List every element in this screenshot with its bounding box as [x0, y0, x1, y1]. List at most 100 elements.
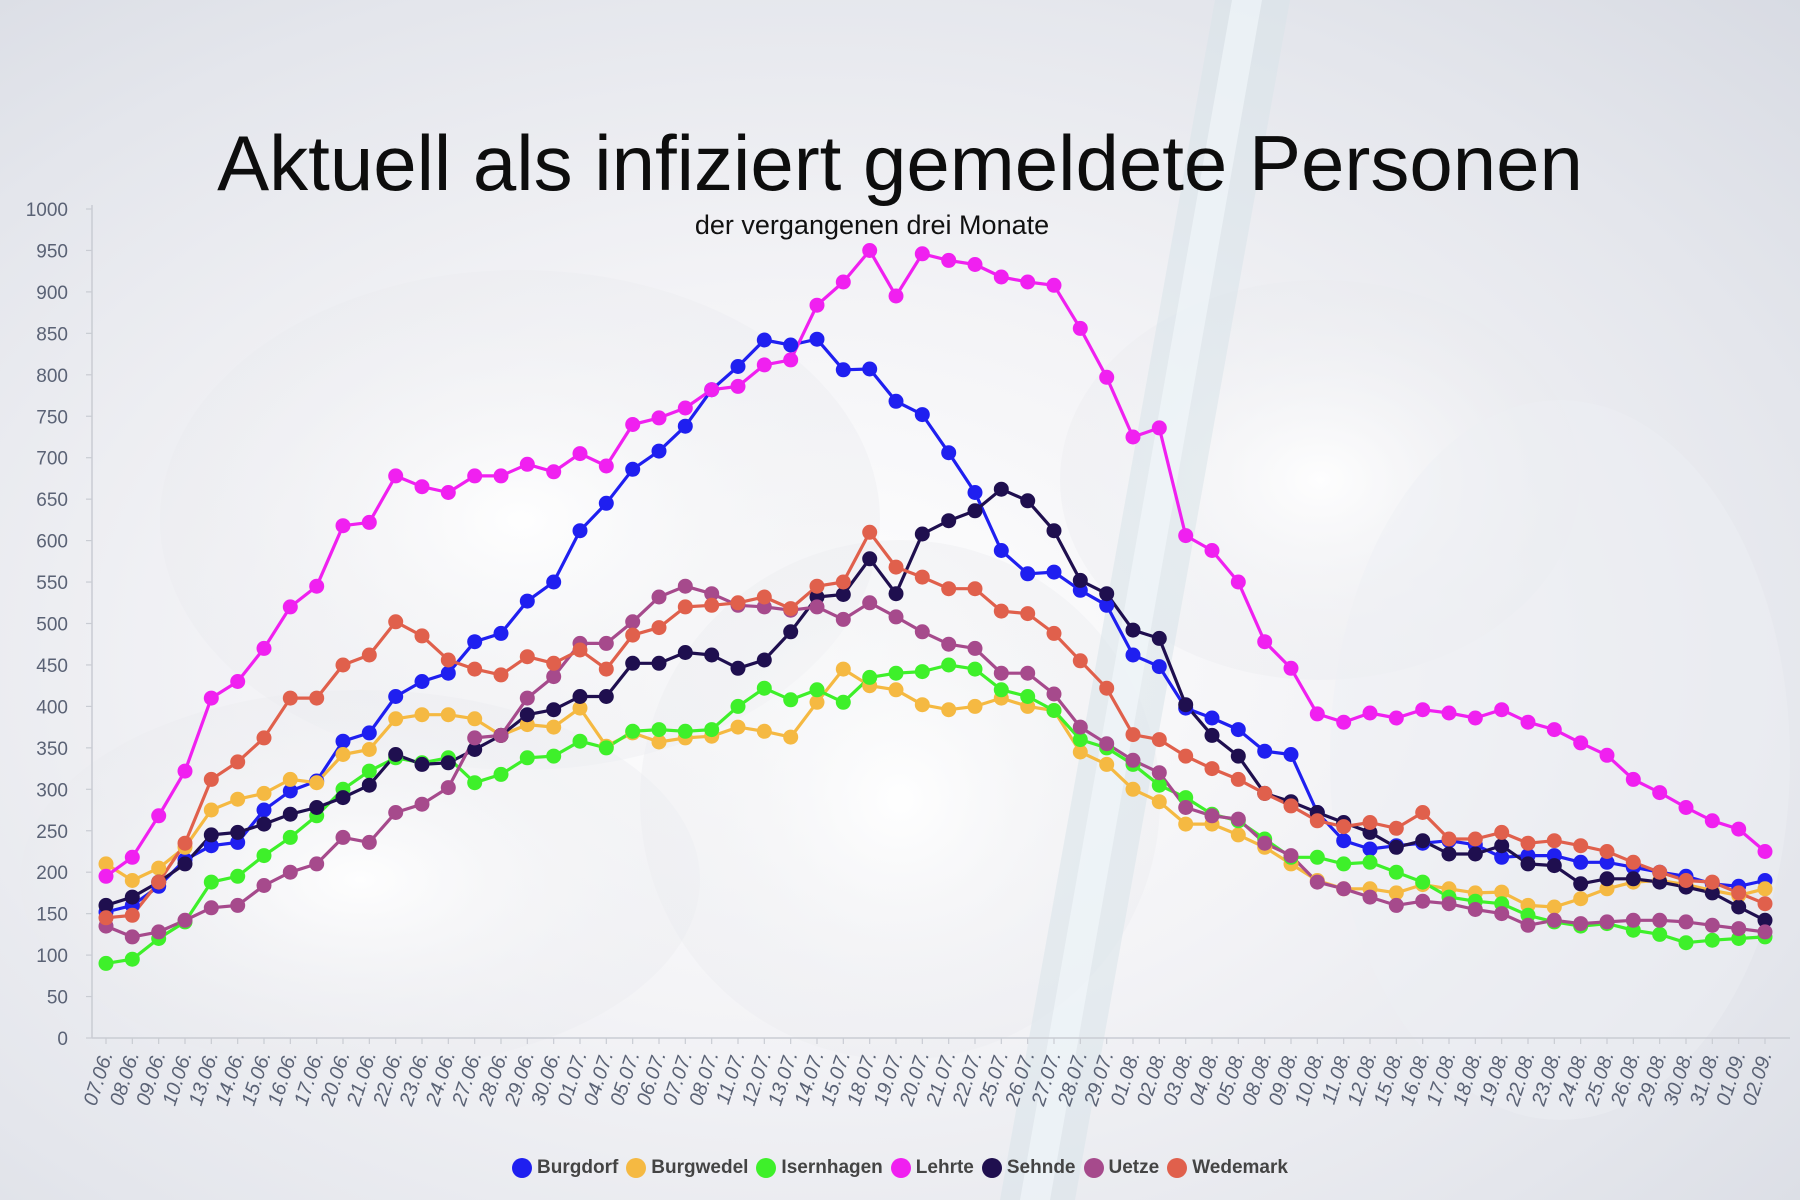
data-point-uetze	[1020, 665, 1036, 681]
data-point-uetze	[1230, 811, 1246, 827]
data-point-sehnde	[124, 889, 140, 905]
y-axis-ticks: 0 50 100 150 200 250 300 350 400 450 500 550 600 650 7…	[26, 200, 92, 1050]
data-point-lehrte	[1072, 320, 1088, 336]
data-point-wedemark	[914, 569, 930, 585]
data-point-burgwedel	[124, 873, 140, 888]
data-point-lehrte	[862, 243, 878, 258]
data-point-wedemark	[335, 657, 351, 673]
data-point-wedemark	[256, 730, 272, 746]
data-point-wedemark	[1388, 820, 1404, 836]
data-point-burgwedel	[203, 802, 219, 818]
data-point-lehrte	[1125, 429, 1141, 445]
series-line-isernhagen	[105, 663, 1766, 965]
data-point-sehnde	[835, 587, 851, 602]
data-point-lehrte	[1178, 528, 1194, 544]
legend-label: Burgwedel	[651, 1157, 749, 1178]
data-point-wedemark	[1151, 732, 1167, 748]
data-point-burgwedel	[1388, 885, 1404, 901]
data-point-wedemark	[625, 627, 641, 643]
data-point-wedemark	[230, 754, 246, 770]
legend-item-isernhagen[interactable]: Isernhagen	[756, 1157, 883, 1179]
legend-marker	[512, 1158, 533, 1178]
data-point-wedemark	[151, 874, 167, 890]
data-point-sehnde	[1415, 833, 1431, 849]
y-tick-label: 200	[36, 863, 68, 884]
data-point-uetze	[1336, 881, 1352, 897]
data-point-wedemark	[1099, 680, 1115, 696]
data-point-burgdorf	[1230, 722, 1246, 738]
data-point-burgdorf	[967, 485, 983, 500]
data-point-lehrte	[440, 485, 456, 500]
data-point-lehrte	[572, 446, 588, 462]
data-point-isernhagen	[704, 722, 720, 738]
legend-marker	[981, 1158, 1002, 1178]
chart-legend: Burgdorf Burgwedel Isernhagen Lehrte Sehnde U…	[0, 1157, 1800, 1179]
data-point-lehrte	[1151, 420, 1167, 436]
data-point-burgwedel	[914, 697, 930, 713]
data-point-burgdorf	[783, 337, 799, 353]
data-point-wedemark	[124, 907, 140, 923]
data-point-burgdorf	[440, 665, 456, 681]
data-point-burgwedel	[756, 723, 772, 739]
data-point-isernhagen	[625, 723, 641, 739]
legend-item-wedemark[interactable]: Wedemark	[1167, 1157, 1288, 1179]
data-point-lehrte	[1415, 702, 1431, 718]
data-point-sehnde	[546, 702, 562, 718]
legend-marker	[626, 1158, 647, 1178]
data-point-uetze	[914, 624, 930, 640]
data-point-wedemark	[993, 603, 1009, 619]
data-point-burgwedel	[967, 698, 983, 714]
data-point-sehnde	[1099, 586, 1115, 602]
data-point-isernhagen	[124, 951, 140, 967]
data-point-lehrte	[1309, 706, 1325, 722]
y-tick-label: 450	[36, 656, 68, 677]
data-point-lehrte	[1257, 634, 1273, 650]
legend-item-sehnde[interactable]: Sehnde	[981, 1157, 1076, 1179]
data-point-lehrte	[1678, 800, 1694, 815]
data-point-uetze	[282, 864, 298, 880]
y-tick-label: 400	[36, 697, 68, 718]
data-point-burgdorf	[1573, 854, 1589, 870]
data-point-lehrte	[1441, 705, 1457, 721]
data-point-uetze	[388, 805, 404, 820]
data-point-uetze	[598, 635, 614, 651]
data-point-isernhagen	[282, 829, 298, 845]
data-point-sehnde	[1441, 846, 1457, 862]
data-point-isernhagen	[1020, 689, 1036, 704]
data-point-sehnde	[388, 747, 404, 762]
data-point-burgwedel	[361, 742, 377, 757]
data-point-wedemark	[1020, 606, 1036, 622]
data-point-lehrte	[309, 578, 325, 594]
data-point-uetze	[1204, 808, 1220, 824]
data-point-isernhagen	[1362, 854, 1378, 870]
data-point-wedemark	[467, 661, 483, 677]
data-point-sehnde	[1704, 885, 1720, 901]
data-point-isernhagen	[203, 874, 219, 890]
data-point-sehnde	[1178, 697, 1194, 713]
data-point-uetze	[967, 640, 983, 656]
legend-item-burgwedel[interactable]: Burgwedel	[626, 1157, 748, 1179]
legend-item-burgdorf[interactable]: Burgdorf	[512, 1157, 618, 1179]
data-point-burgwedel	[256, 785, 272, 801]
data-point-wedemark	[1520, 835, 1536, 851]
data-point-burgdorf	[361, 725, 377, 741]
data-point-wedemark	[1625, 854, 1641, 870]
data-point-wedemark	[1257, 785, 1273, 801]
data-point-isernhagen	[598, 740, 614, 756]
legend-item-uetze[interactable]: Uetze	[1083, 1157, 1159, 1179]
y-tick-label: 100	[36, 946, 68, 967]
legend-marker	[1167, 1158, 1188, 1178]
y-tick-label: 300	[36, 780, 68, 801]
data-point-uetze	[151, 924, 167, 940]
legend-item-lehrte[interactable]: Lehrte	[890, 1157, 974, 1179]
data-point-wedemark	[651, 620, 667, 636]
data-point-wedemark	[1204, 761, 1220, 777]
data-point-sehnde	[783, 624, 799, 640]
data-point-lehrte	[1046, 277, 1062, 293]
data-point-burgdorf	[335, 733, 351, 749]
data-point-wedemark	[1072, 653, 1088, 669]
data-point-uetze	[1125, 752, 1141, 768]
data-point-wedemark	[1573, 838, 1589, 854]
data-point-lehrte	[1494, 702, 1510, 718]
data-point-uetze	[704, 586, 720, 602]
